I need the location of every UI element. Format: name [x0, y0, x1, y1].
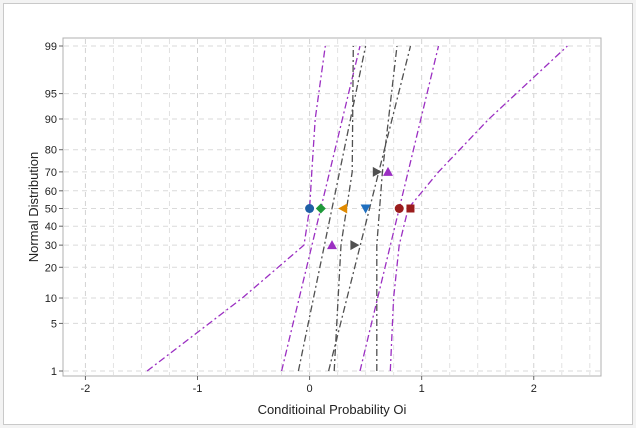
y-tick-label: 99: [45, 41, 57, 53]
fit-line: [327, 45, 412, 372]
fit-line: [297, 45, 367, 372]
y-tick-label: 60: [45, 186, 57, 198]
y-tick-label: 70: [45, 167, 57, 179]
y-tick-label: 10: [45, 293, 57, 305]
y-tick-label: 95: [45, 89, 57, 101]
x-tick-label: -2: [81, 383, 91, 395]
y-tick-label: 1: [51, 366, 57, 378]
y-tick-label: 50: [45, 204, 57, 216]
data-points: [305, 166, 415, 251]
y-tick-label: 30: [45, 240, 57, 252]
y-tick-label: 90: [45, 114, 57, 126]
square-marker: [406, 204, 415, 213]
triangle-up-marker: [327, 240, 337, 250]
y-tick-label: 5: [51, 318, 57, 330]
triangle-left-marker: [338, 203, 348, 214]
confidence-band-line: [333, 45, 354, 372]
triangle-up-marker: [383, 166, 393, 176]
circle-marker: [305, 204, 315, 213]
y-axis-label: Normal Distribution: [26, 152, 41, 263]
diamond-marker: [315, 203, 326, 214]
x-axis-label: Conditioinal Probability Oi: [258, 402, 407, 417]
x-tick-label: 1: [419, 383, 425, 395]
y-tick-label: 40: [45, 221, 57, 233]
grid-lines: [64, 39, 600, 375]
y-tick-label: 20: [45, 262, 57, 274]
x-tick-label: 0: [307, 383, 313, 395]
confidence-band-line: [376, 45, 398, 371]
triangle-down-marker: [360, 204, 371, 214]
circle-marker: [394, 204, 404, 213]
triangle-right-marker: [372, 166, 382, 177]
confidence-bands: [146, 45, 568, 372]
axes: -2 -1 0 1 2 1 5 10 20 30 40 50 60 70 80 90 95 99: [45, 41, 537, 395]
x-tick-label: 2: [531, 383, 537, 395]
x-tick-label: -1: [193, 383, 203, 395]
y-tick-label: 80: [45, 145, 57, 157]
triangle-right-marker: [350, 240, 360, 251]
